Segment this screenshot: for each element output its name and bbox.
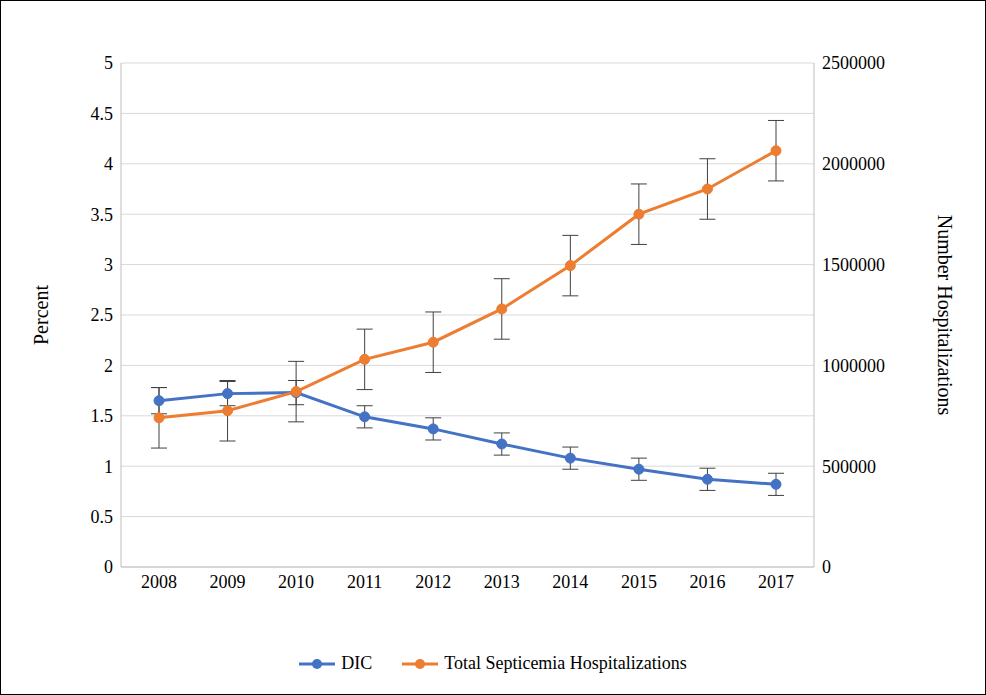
svg-text:0.5: 0.5 bbox=[91, 507, 114, 527]
svg-text:Number Hospitalizations: Number Hospitalizations bbox=[933, 215, 956, 416]
svg-text:2009: 2009 bbox=[210, 572, 246, 592]
svg-text:4: 4 bbox=[104, 154, 113, 174]
svg-text:5: 5 bbox=[104, 53, 113, 73]
svg-text:2000000: 2000000 bbox=[822, 154, 885, 174]
svg-text:3: 3 bbox=[104, 255, 113, 275]
svg-text:1: 1 bbox=[104, 457, 113, 477]
svg-text:1000000: 1000000 bbox=[822, 356, 885, 376]
svg-text:2012: 2012 bbox=[415, 572, 451, 592]
svg-text:Percent: Percent bbox=[30, 285, 52, 345]
svg-text:500000: 500000 bbox=[822, 457, 876, 477]
svg-text:0: 0 bbox=[822, 557, 831, 577]
svg-text:2016: 2016 bbox=[689, 572, 725, 592]
svg-text:3.5: 3.5 bbox=[91, 205, 114, 225]
svg-text:2013: 2013 bbox=[484, 572, 520, 592]
html-text:DIC: DIC bbox=[341, 653, 373, 673]
svg-text:2008: 2008 bbox=[141, 572, 177, 592]
svg-text:1500000: 1500000 bbox=[822, 255, 885, 275]
svg-text:2.5: 2.5 bbox=[91, 305, 114, 325]
html-text:Total Septicemia Hospitalizati: Total Septicemia Hospitalizations bbox=[444, 653, 687, 673]
svg-text:2011: 2011 bbox=[347, 572, 382, 592]
svg-text:2014: 2014 bbox=[552, 572, 588, 592]
svg-text:1.5: 1.5 bbox=[91, 406, 114, 426]
svg-text:4.5: 4.5 bbox=[91, 104, 114, 124]
svg-text:2: 2 bbox=[104, 356, 113, 376]
svg-text:2010: 2010 bbox=[278, 572, 314, 592]
svg-text:2015: 2015 bbox=[621, 572, 657, 592]
svg-text:0: 0 bbox=[104, 557, 113, 577]
svg-text:2017: 2017 bbox=[758, 572, 794, 592]
svg-text:2500000: 2500000 bbox=[822, 53, 885, 73]
